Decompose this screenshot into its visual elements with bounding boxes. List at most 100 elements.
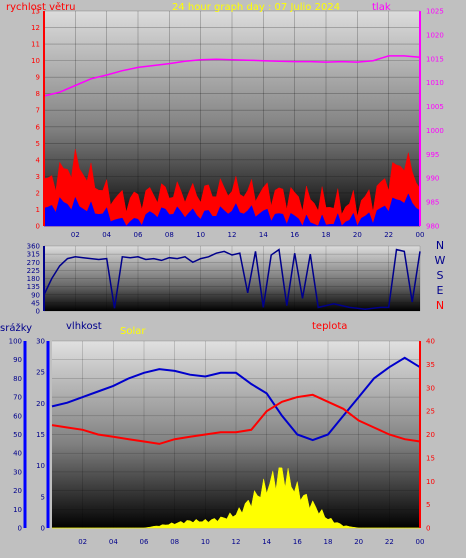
humidity-tick-10: 10: [13, 506, 22, 514]
wind-tick-8: 8: [36, 90, 40, 98]
dir-tick-135: 135: [27, 283, 40, 291]
rain-tick-5: 5: [41, 493, 45, 501]
p3-xtick-20: 20: [354, 538, 363, 546]
p3-xtick-14: 14: [262, 538, 271, 546]
wind-tick-1: 1: [36, 206, 40, 214]
humidity-axis-title: vlhkost: [66, 321, 102, 332]
pressure-tick-1000: 1000: [426, 127, 444, 135]
series-wind-gust: [43, 148, 421, 227]
p3-xtick-04: 04: [109, 538, 118, 546]
humidity-tick-40: 40: [13, 450, 22, 458]
wind-tick-13: 13: [31, 8, 40, 16]
wind-tick-2: 2: [36, 189, 40, 197]
panel-wind-direction-marks: [43, 248, 421, 310]
temp-tick-20: 20: [426, 431, 435, 439]
solar-label: Solar: [120, 326, 146, 337]
panel-humidity-temp-axes: 0102030405060708090100051015202530051015…: [9, 338, 435, 547]
rain-tick-30: 30: [36, 338, 45, 346]
wind-tick-11: 11: [31, 41, 40, 49]
humidity-tick-90: 90: [13, 356, 22, 364]
wind-tick-4: 4: [36, 156, 41, 164]
p3-xtick-22: 22: [385, 538, 394, 546]
panel-wind-direction-bg: [44, 246, 420, 311]
panel-wind-pressure-marks: [43, 55, 421, 227]
temp-tick-25: 25: [426, 408, 435, 416]
pressure-tick-1015: 1015: [426, 55, 444, 63]
p1-xtick-14: 14: [259, 231, 268, 239]
temp-tick-40: 40: [426, 338, 435, 346]
p1-xtick-06: 06: [134, 231, 143, 239]
humidity-tick-80: 80: [13, 375, 22, 383]
p1-xtick-10: 10: [196, 231, 205, 239]
p3-xtick-06: 06: [140, 538, 149, 546]
chart-title: 24 hour graph day : 07 Julio 2024: [172, 2, 340, 13]
temperature-axis-title: teplota: [312, 321, 347, 332]
pressure-tick-980: 980: [426, 223, 439, 231]
wind-tick-3: 3: [36, 173, 40, 181]
pressure-tick-985: 985: [426, 199, 439, 207]
p1-xtick-12: 12: [228, 231, 237, 239]
compass-label-s-2: S: [437, 269, 444, 282]
temp-tick-0: 0: [426, 525, 430, 533]
wind-speed-axis-title: rychlost větru: [6, 1, 76, 13]
p1-xtick-18: 18: [322, 231, 331, 239]
humidity-tick-60: 60: [13, 412, 22, 420]
panel-wind-direction-grid: [44, 245, 421, 312]
p3-xtick-16: 16: [293, 538, 302, 546]
wind-tick-10: 10: [31, 57, 40, 65]
wind-tick-7: 7: [36, 107, 40, 115]
pressure-tick-1020: 1020: [426, 31, 444, 39]
series-wind-average: [43, 193, 421, 227]
dir-tick-225: 225: [27, 267, 40, 275]
humidity-tick-20: 20: [13, 487, 22, 495]
p1-xtick-16: 16: [290, 231, 299, 239]
p3-xtick-18: 18: [324, 538, 333, 546]
temp-tick-30: 30: [426, 384, 435, 392]
p1-xtick-00: 00: [416, 231, 425, 239]
pressure-tick-990: 990: [426, 175, 439, 183]
rain-tick-0: 0: [41, 525, 45, 533]
series-solar: [52, 467, 420, 529]
dir-tick-315: 315: [27, 251, 40, 259]
pressure-tick-995: 995: [426, 151, 439, 159]
compass-label-e-3: E: [437, 284, 444, 297]
wind-tick-12: 12: [31, 24, 40, 32]
pressure-axis-title: tlak: [372, 2, 391, 13]
panel-wind-pressure-axes: 0123456789101112139809859909951000100510…: [31, 8, 444, 240]
temp-tick-10: 10: [426, 478, 435, 486]
pressure-tick-1005: 1005: [426, 103, 444, 111]
p1-xtick-04: 04: [102, 231, 111, 239]
dir-tick-0: 0: [36, 308, 40, 316]
p1-xtick-02: 02: [71, 231, 80, 239]
pressure-tick-1025: 1025: [426, 8, 444, 16]
series-wind-direction: [43, 248, 421, 310]
compass-label-n-4: N: [436, 299, 444, 312]
p3-xtick-08: 08: [170, 538, 179, 546]
dir-tick-360: 360: [27, 243, 40, 251]
p1-xtick-20: 20: [353, 231, 362, 239]
compass-label-n-0: N: [436, 239, 444, 252]
dir-tick-90: 90: [31, 291, 40, 299]
dir-tick-270: 270: [27, 259, 40, 267]
rain-tick-10: 10: [36, 462, 45, 470]
rain-axis-title: srážky: [0, 322, 32, 334]
p1-xtick-22: 22: [384, 231, 393, 239]
dir-tick-45: 45: [31, 299, 40, 307]
humidity-tick-50: 50: [13, 431, 22, 439]
wind-tick-6: 6: [36, 123, 41, 131]
p1-xtick-08: 08: [165, 231, 174, 239]
series-temperature: [51, 393, 421, 445]
series-pressure: [43, 55, 421, 97]
p3-xtick-12: 12: [232, 538, 241, 546]
wind-tick-0: 0: [36, 223, 40, 231]
temp-tick-5: 5: [426, 501, 430, 509]
rain-tick-20: 20: [36, 400, 45, 408]
p3-xtick-00: 00: [416, 538, 425, 546]
humidity-tick-30: 30: [13, 468, 22, 476]
rain-tick-25: 25: [36, 369, 45, 377]
temp-tick-15: 15: [426, 454, 435, 462]
humidity-tick-70: 70: [13, 394, 22, 402]
compass-label-w-1: W: [435, 254, 446, 267]
